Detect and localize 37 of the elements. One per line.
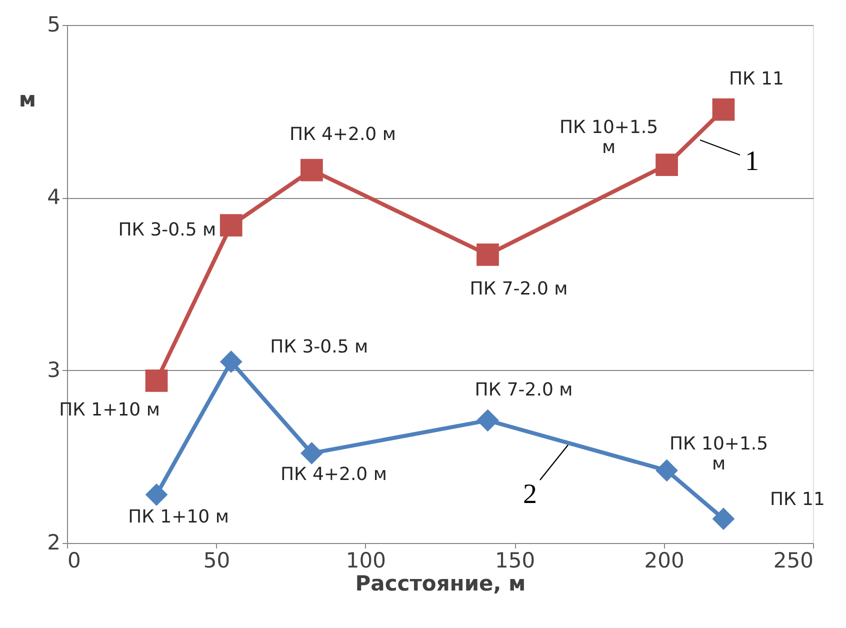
x-tick-label: 200: [644, 548, 684, 572]
annotation: ПК 7-2.0 м: [474, 379, 573, 400]
annotation: ПК 11: [770, 488, 825, 510]
annotation: ПК 7-2.0 м: [470, 278, 568, 300]
x-tick-label: 50: [203, 548, 230, 572]
annotation: ПК 10+1.5 м: [669, 433, 768, 474]
annotation: ПК 11: [729, 68, 784, 90]
y-tick-label: 3: [47, 358, 60, 382]
point: [300, 158, 323, 182]
annotation: ПК 4+2.0 м: [280, 464, 387, 486]
x-tick-label: 100: [346, 548, 386, 572]
annotation: ПК 10+1.5 м: [559, 116, 658, 158]
series-label: 1: [745, 146, 759, 177]
x-tick-label: 150: [495, 548, 536, 572]
x-tick-label: 0: [68, 548, 81, 572]
point: [476, 243, 499, 266]
series-label: 2: [523, 479, 537, 510]
point: [220, 350, 242, 373]
point: [712, 98, 735, 121]
annotation: ПК 3-0.5 м: [118, 219, 216, 240]
point: [300, 442, 323, 464]
annotation: ПК 1+10 м: [128, 506, 229, 528]
point: [476, 409, 499, 432]
y-tick-label: 4: [47, 185, 60, 210]
point: [145, 483, 168, 506]
annotation: ПК 3-0.5 м: [270, 336, 368, 358]
x-tick-label: 250: [773, 548, 814, 572]
y-tick-label: 2: [47, 530, 60, 554]
x-axis-title: Расстояние, м: [355, 572, 526, 596]
point: [712, 508, 735, 530]
point: [145, 370, 168, 392]
annotation: ПК 4+2.0 м: [289, 124, 396, 146]
y-axis-title: м: [18, 88, 36, 112]
y-tick-label: 5: [47, 12, 60, 36]
point: [220, 214, 242, 236]
point: [656, 154, 678, 176]
point: [656, 459, 678, 482]
